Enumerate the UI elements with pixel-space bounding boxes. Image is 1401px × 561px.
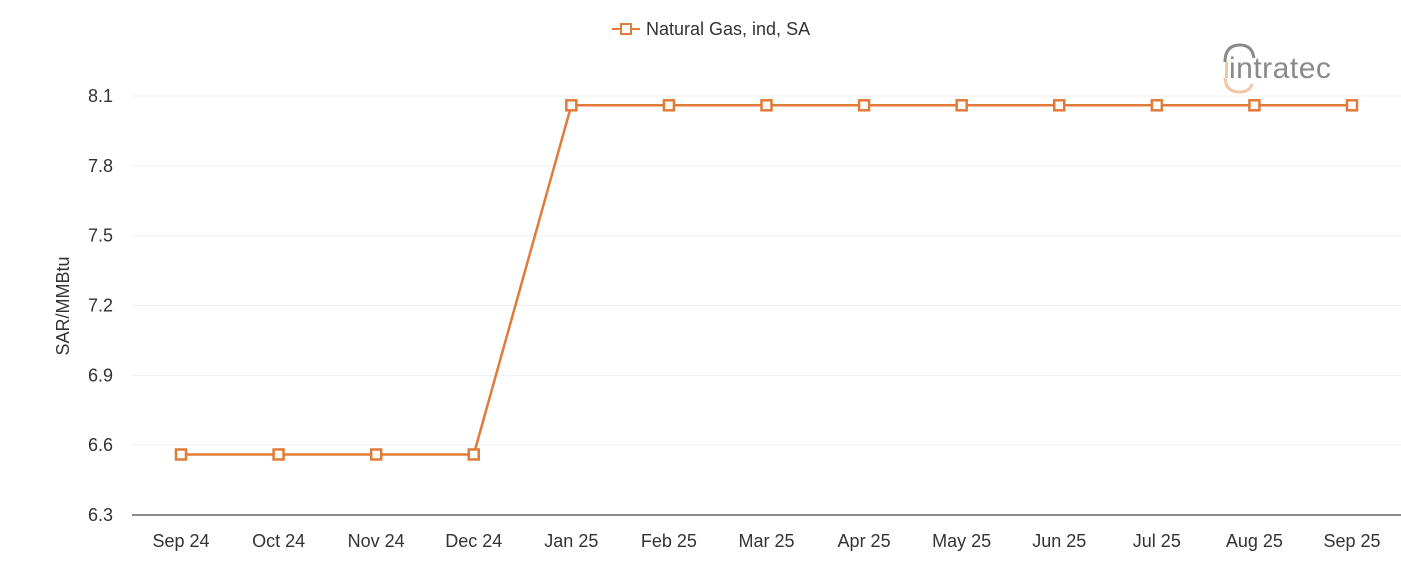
- data-point-marker[interactable]: [369, 448, 383, 461]
- x-tick-label: Sep 24: [152, 531, 209, 551]
- logo-arc-accent-icon: [1223, 77, 1254, 94]
- x-tick-label: Oct 24: [252, 531, 305, 551]
- logo-arc-icon: [1223, 43, 1256, 63]
- y-tick-label: 7.2: [88, 296, 113, 316]
- data-point-marker[interactable]: [662, 99, 676, 112]
- y-tick-label: 8.1: [88, 86, 113, 106]
- data-point-marker[interactable]: [1248, 99, 1261, 112]
- x-tick-label: Aug 25: [1226, 531, 1283, 551]
- x-tick-label: Jan 25: [544, 531, 598, 551]
- x-axis-ticks: Sep 24 Oct 24 Nov 24 Dec 24 Jan 25 Feb 25 Mar …: [152, 531, 1380, 551]
- legend[interactable]: Natural Gas, ind, SA: [612, 19, 810, 39]
- gridlines: [132, 95, 1401, 446]
- intratec-logo: intratec: [1223, 43, 1331, 94]
- y-tick-label: 6.6: [88, 435, 113, 455]
- x-tick-label: Sep 25: [1323, 531, 1380, 551]
- x-tick-label: Mar 25: [738, 531, 794, 551]
- data-point-marker[interactable]: [565, 99, 578, 112]
- series-line: [181, 104, 1352, 456]
- x-tick-label: Jun 25: [1032, 531, 1086, 551]
- data-point-marker[interactable]: [467, 448, 480, 461]
- logo-i-stem-icon: [1225, 62, 1228, 78]
- y-tick-label: 6.9: [88, 365, 113, 385]
- legend-label: Natural Gas, ind, SA: [646, 19, 810, 39]
- data-point-marker[interactable]: [1053, 99, 1066, 112]
- y-axis-ticks: 6.3 6.6 6.9 7.2 7.5 7.8 8.1: [88, 86, 113, 525]
- x-tick-label: Dec 24: [445, 531, 502, 551]
- x-tick-label: Nov 24: [348, 531, 405, 551]
- y-tick-label: 7.5: [88, 226, 113, 246]
- legend-square-marker-icon: [620, 23, 632, 35]
- data-point-marker[interactable]: [174, 448, 188, 461]
- data-point-marker[interactable]: [1345, 99, 1359, 112]
- y-tick-label: 7.8: [88, 156, 113, 176]
- data-point-marker[interactable]: [272, 448, 285, 461]
- y-tick-label: 6.3: [88, 505, 113, 525]
- data-point-marker[interactable]: [760, 99, 773, 112]
- x-tick-label: Jul 25: [1133, 531, 1181, 551]
- series-natural-gas: [174, 99, 1359, 461]
- x-tick-label: May 25: [932, 531, 991, 551]
- y-axis-title: SAR/MMBtu: [53, 256, 73, 355]
- x-tick-label: Feb 25: [641, 531, 697, 551]
- logo-text: intratec: [1229, 52, 1331, 85]
- data-point-marker[interactable]: [857, 99, 871, 112]
- data-point-marker[interactable]: [955, 99, 968, 112]
- data-point-marker[interactable]: [1150, 99, 1164, 112]
- x-tick-label: Apr 25: [838, 531, 891, 551]
